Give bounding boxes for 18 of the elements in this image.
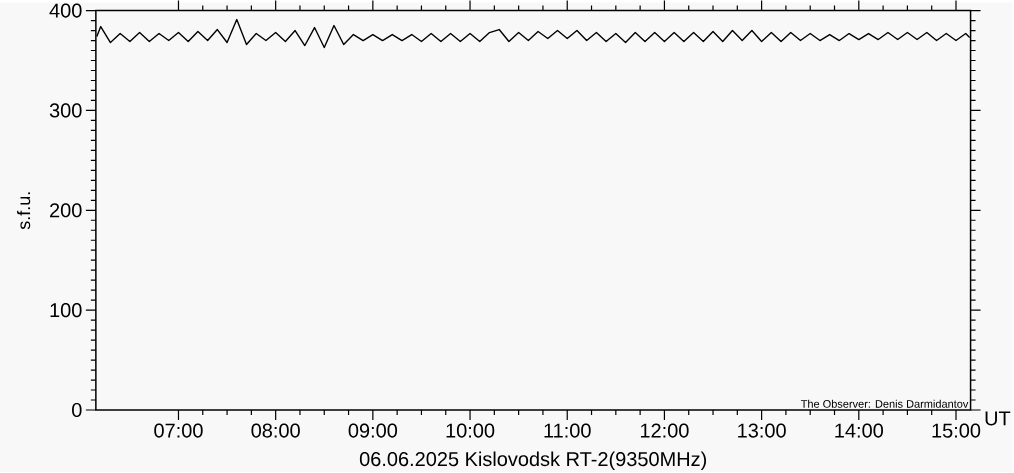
x-tick-label: 12:00 (640, 423, 689, 438)
x-tick-label: 09:00 (348, 423, 398, 438)
x-tick-label: 08:00 (251, 423, 300, 438)
y-axis-title: s.f.u. (17, 192, 31, 230)
y-tick-label: 0 (72, 402, 82, 417)
y-tick-label: 200 (50, 203, 82, 218)
x-axis-title: UT (985, 411, 1011, 426)
y-tick-label: 400 (49, 3, 82, 18)
y-tick-label: 100 (50, 302, 82, 318)
text: 06.06.2025 Kislovodsk RT-2(9350MHz) (359, 451, 707, 470)
x-tick-label: 14:00 (835, 423, 884, 438)
x-tick-label: 13:00 (738, 423, 786, 438)
x-tick-label: 11:00 (544, 423, 591, 438)
x-tick-label: 10:00 (446, 423, 495, 438)
y-tick-label: 300 (49, 103, 82, 118)
annotation: The Observer: Denis Darmidantov (800, 399, 969, 408)
x-tick-label: 07:00 (154, 423, 203, 438)
x-tick-label: 15:00 (932, 423, 981, 438)
